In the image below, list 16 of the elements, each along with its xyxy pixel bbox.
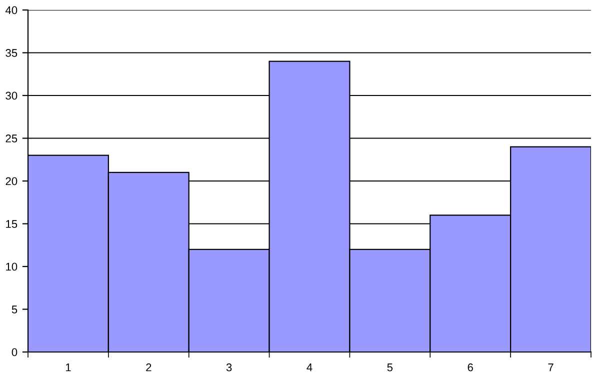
x-tick-label: 4 bbox=[306, 364, 312, 372]
y-tick-label: 20 bbox=[6, 177, 18, 186]
x-tick-label: 6 bbox=[468, 363, 473, 372]
x-tick-label: 7 bbox=[548, 364, 554, 372]
y-tick-label: 35 bbox=[6, 49, 18, 57]
x-tick-label: 5 bbox=[387, 364, 393, 372]
y-tick-label: 0 bbox=[12, 348, 18, 356]
y-tick-label: 40 bbox=[5, 6, 18, 14]
y-tick-label: 10 bbox=[6, 262, 18, 271]
y-tick-label: 5 bbox=[12, 306, 18, 314]
x-tick-label: 1 bbox=[66, 364, 71, 372]
x-tick-label: 3 bbox=[226, 363, 232, 372]
y-tick-label: 30 bbox=[6, 92, 18, 100]
y-tick-label: 25 bbox=[6, 134, 18, 142]
x-tick-label: 2 bbox=[146, 363, 152, 372]
y-tick-label: 15 bbox=[6, 220, 18, 228]
